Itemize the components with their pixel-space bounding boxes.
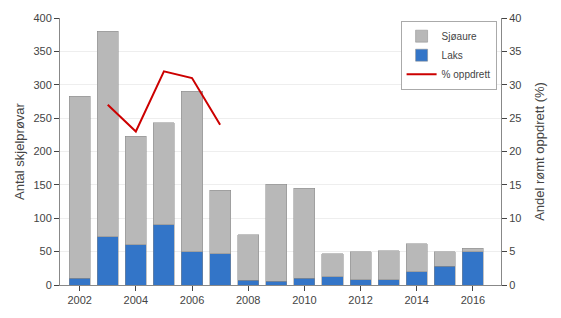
- svg-text:Antal skjelprøvar: Antal skjelprøvar: [12, 102, 27, 199]
- svg-text:200: 200: [33, 145, 51, 157]
- svg-text:35: 35: [509, 45, 521, 57]
- svg-text:25: 25: [509, 112, 521, 124]
- svg-text:2006: 2006: [180, 294, 204, 306]
- svg-text:50: 50: [40, 245, 52, 257]
- svg-text:0: 0: [509, 279, 515, 291]
- svg-text:400: 400: [33, 12, 51, 24]
- svg-text:15: 15: [509, 179, 521, 191]
- svg-text:2014: 2014: [404, 294, 428, 306]
- svg-text:30: 30: [509, 79, 521, 91]
- svg-text:250: 250: [33, 112, 51, 124]
- svg-text:5: 5: [509, 245, 515, 257]
- svg-text:300: 300: [33, 79, 51, 91]
- svg-text:0: 0: [46, 279, 52, 291]
- svg-text:20: 20: [509, 145, 521, 157]
- svg-text:2004: 2004: [124, 294, 148, 306]
- svg-text:2008: 2008: [236, 294, 260, 306]
- svg-text:2010: 2010: [292, 294, 316, 306]
- svg-text:40: 40: [509, 12, 521, 24]
- svg-text:150: 150: [33, 179, 51, 191]
- svg-text:2002: 2002: [67, 294, 91, 306]
- svg-text:Andel rømt oppdrett (%): Andel rømt oppdrett (%): [532, 82, 547, 221]
- svg-text:100: 100: [33, 212, 51, 224]
- svg-text:350: 350: [33, 45, 51, 57]
- svg-text:Sjøaure: Sjøaure: [442, 31, 477, 42]
- svg-text:Laks: Laks: [442, 50, 463, 61]
- svg-text:2012: 2012: [348, 294, 372, 306]
- svg-text:2016: 2016: [461, 294, 485, 306]
- svg-text:% oppdrett: % oppdrett: [442, 69, 491, 80]
- svg-text:10: 10: [509, 212, 521, 224]
